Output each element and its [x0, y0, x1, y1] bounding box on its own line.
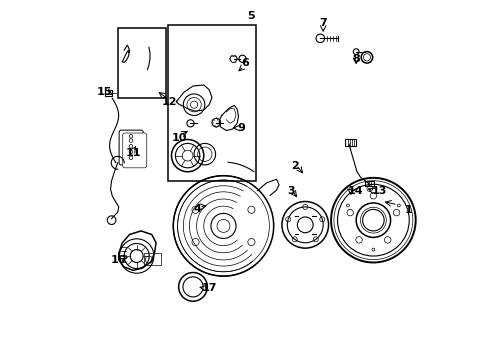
- Bar: [118, 28, 166, 98]
- Text: 17: 17: [201, 283, 217, 293]
- Text: 14: 14: [347, 186, 363, 197]
- FancyBboxPatch shape: [122, 133, 147, 168]
- Text: 10: 10: [172, 133, 187, 143]
- Text: 4: 4: [194, 204, 201, 214]
- Text: 9: 9: [238, 123, 245, 133]
- Text: 5: 5: [247, 11, 255, 21]
- Text: 15: 15: [97, 87, 112, 97]
- Text: 13: 13: [372, 186, 387, 197]
- Bar: [105, 90, 112, 96]
- Text: 8: 8: [352, 54, 360, 64]
- Text: 11: 11: [125, 148, 141, 158]
- Text: 12: 12: [161, 97, 177, 107]
- Text: 16: 16: [111, 255, 126, 265]
- Text: 7: 7: [319, 18, 327, 28]
- Bar: [345, 139, 356, 146]
- Text: 6: 6: [241, 58, 249, 68]
- Bar: [144, 253, 161, 265]
- Text: 1: 1: [404, 206, 412, 216]
- Bar: [168, 25, 256, 181]
- Bar: [366, 181, 374, 186]
- Text: 2: 2: [292, 161, 299, 171]
- Text: 3: 3: [287, 186, 294, 197]
